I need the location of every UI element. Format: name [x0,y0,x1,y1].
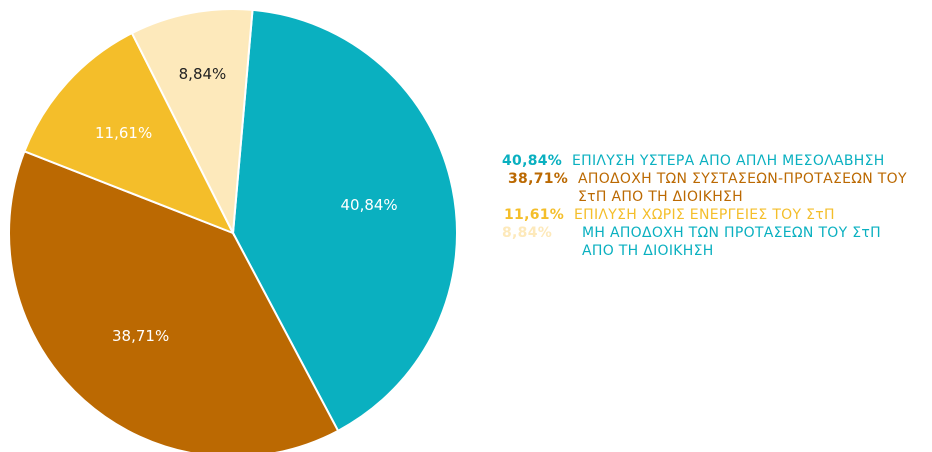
pie-chart: 40,84% 38,71% 11,61% 8,84% [8,8,458,452]
legend-value: 8,84% [502,225,553,241]
pie-slices [8,8,458,452]
legend-value: 38,71% [508,171,569,187]
legend-item-2: 11,61% ΕΠΙΛΥΣΗ ΧΩΡΙΣ ΕΝΕΡΓΕΙΕΣ ΤΟΥ ΣτΠ [502,206,927,224]
legend-text: ΑΠΟΔΟΧΗ ΤΩΝ ΣΥΣΤΑΣΕΩΝ-ΠΡΟΤΑΣΕΩΝ ΤΟΥ ΣτΠ … [578,171,907,205]
pie-slice-label-3: 8,84% [179,65,227,83]
legend-item-1: 38,71% ΑΠΟΔΟΧΗ ΤΩΝ ΣΥΣΤΑΣΕΩΝ-ΠΡΟΤΑΣΕΩΝ Τ… [502,170,927,206]
pie-slice-0 [231,8,458,433]
pie-slice-label-2: 11,61% [95,124,152,142]
legend-value: 40,84% [502,153,563,169]
legend-text: ΕΠΙΛΥΣΗ ΥΣΤΕΡΑ ΑΠΟ ΑΠΛΗ ΜΕΣΟΛΑΒΗΣΗ [572,153,885,169]
legend-text: ΕΠΙΛΥΣΗ ΧΩΡΙΣ ΕΝΕΡΓΕΙΕΣ ΤΟΥ ΣτΠ [574,207,835,223]
pie-slice-1 [8,150,340,452]
chart-legend: 40,84% ΕΠΙΛΥΣΗ ΥΣΤΕΡΑ ΑΠΟ ΑΠΛΗ ΜΕΣΟΛΑΒΗΣ… [502,152,927,260]
pie-slice-3 [130,8,254,237]
pie-slice-label-1: 38,71% [112,327,169,345]
legend-item-0: 40,84% ΕΠΙΛΥΣΗ ΥΣΤΕΡΑ ΑΠΟ ΑΠΛΗ ΜΕΣΟΛΑΒΗΣ… [502,152,927,170]
pie-slice-labels: 40,84% 38,71% 11,61% 8,84% [95,65,398,345]
pie-slice-label-0: 40,84% [340,196,397,214]
legend-text: ΜΗ ΑΠΟΔΟΧΗ ΤΩΝ ΠΡΟΤΑΣΕΩΝ ΤΟΥ ΣτΠ ΑΠΟ ΤΗ … [582,225,881,259]
pie-slice-2 [23,31,236,235]
legend-value: 11,61% [504,207,565,223]
legend-item-3: 8,84% ΜΗ ΑΠΟΔΟΧΗ ΤΩΝ ΠΡΟΤΑΣΕΩΝ ΤΟΥ ΣτΠ Α… [502,224,927,260]
